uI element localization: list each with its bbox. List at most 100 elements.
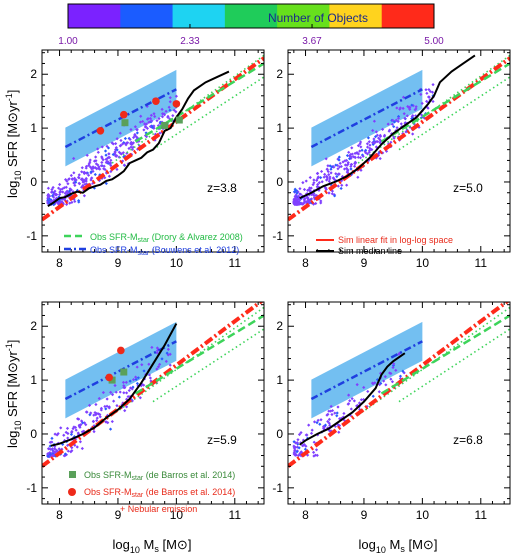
scatter-point xyxy=(47,447,51,451)
scatter-point xyxy=(365,145,370,149)
scatter-point xyxy=(125,141,129,145)
scatter-point xyxy=(312,196,316,200)
scatter-point xyxy=(364,151,368,155)
scatter-point xyxy=(82,429,86,433)
scatter-point xyxy=(167,105,171,109)
scatter-point xyxy=(354,151,359,155)
scatter-point xyxy=(403,116,407,120)
scatter-point xyxy=(84,164,89,169)
scatter-point xyxy=(334,163,338,167)
scatter-point xyxy=(69,188,73,192)
scatter-point xyxy=(327,421,331,425)
scatter-point xyxy=(150,125,154,130)
scatter-point xyxy=(425,105,430,110)
scatter-point xyxy=(134,377,138,382)
scatter-point xyxy=(72,171,76,175)
scatter-point xyxy=(298,192,302,196)
scatter-point xyxy=(325,175,329,179)
scatter-point xyxy=(65,443,70,447)
scatter-point xyxy=(89,178,93,182)
x-tick-label: 8 xyxy=(56,256,63,270)
scatter-point xyxy=(336,157,340,161)
colorbar-segment xyxy=(329,4,383,28)
scatter-point xyxy=(337,424,342,428)
scatter-point xyxy=(122,391,126,395)
scatter-point xyxy=(158,120,162,124)
y-tick-label: 2 xyxy=(276,319,283,333)
scatter-point xyxy=(346,169,350,173)
scatter-point xyxy=(117,155,121,159)
scatter-point xyxy=(85,182,89,186)
scatter-point xyxy=(342,411,346,416)
scatter-point xyxy=(302,187,307,192)
scatter-point xyxy=(174,94,178,98)
scatter-point xyxy=(295,191,299,195)
scatter-point xyxy=(316,171,320,176)
scatter-point xyxy=(328,423,332,427)
scatter-point xyxy=(346,161,350,165)
scatter-point xyxy=(77,417,81,421)
redshift-label: z=6.8 xyxy=(453,433,483,447)
scatter-point xyxy=(114,146,118,150)
scatter-point xyxy=(63,177,68,182)
scatter-point xyxy=(332,165,336,169)
scatter-point xyxy=(53,447,57,451)
bouwens-line xyxy=(310,88,423,149)
y-tick-label: 1 xyxy=(276,121,283,135)
scatter-point xyxy=(155,351,159,355)
colorbar-segment xyxy=(224,4,278,28)
scatter-point xyxy=(352,399,356,403)
scatter-point xyxy=(71,427,75,431)
scatter-point xyxy=(391,365,395,370)
scatter-point xyxy=(316,182,320,187)
scatter-point xyxy=(337,172,341,176)
scatter-point xyxy=(294,193,298,197)
scatter-point xyxy=(114,142,118,146)
scatter-point xyxy=(329,167,333,171)
y-tick-label: 2 xyxy=(30,319,37,333)
scatter-point xyxy=(377,150,382,154)
x-tick-label: 10 xyxy=(170,256,184,270)
scatter-point xyxy=(88,158,92,162)
scatter-point xyxy=(129,140,133,145)
scatter-point xyxy=(301,181,305,185)
scatter-point xyxy=(105,156,109,161)
scatter-point xyxy=(300,444,305,448)
x-tick-label: 10 xyxy=(416,256,430,270)
scatter-point xyxy=(103,404,107,409)
scatter-point xyxy=(357,401,362,405)
y-tick-label: 1 xyxy=(276,373,283,387)
scatter-point xyxy=(118,131,122,135)
scatter-point xyxy=(410,116,414,121)
bouwens-line xyxy=(310,340,423,401)
scatter-point xyxy=(311,183,315,187)
median-line xyxy=(299,352,406,446)
scatter-point xyxy=(115,167,119,171)
colorbar-ticks: 1.00 2.33 3.67 5.00 xyxy=(58,24,444,47)
scatter-point xyxy=(367,148,372,153)
drory-line xyxy=(134,314,264,395)
scatter-point xyxy=(378,156,382,161)
median-line xyxy=(50,323,178,447)
scatter-point xyxy=(166,347,170,351)
scatter-point xyxy=(153,114,157,119)
scatter-point xyxy=(396,116,401,120)
scatter-point xyxy=(69,173,73,178)
scatter-point xyxy=(105,144,109,148)
scatter-point xyxy=(148,116,152,121)
scatter-point xyxy=(113,151,117,155)
scatter-point xyxy=(396,119,400,124)
linear-fit-line xyxy=(288,56,510,222)
scatter-point xyxy=(100,155,104,159)
scatter-point xyxy=(404,130,408,134)
linear-fit-line xyxy=(42,302,264,468)
scatter-point xyxy=(157,116,161,121)
x-axis-label-left: log10 Ms [M⊙] xyxy=(113,537,192,555)
scatter-point xyxy=(61,202,65,206)
scatter-point xyxy=(127,146,131,151)
scatter-point xyxy=(79,423,83,427)
scatter-point xyxy=(368,146,372,150)
scatter-point xyxy=(129,128,133,132)
scatter-point xyxy=(128,379,132,383)
scatter-point xyxy=(327,173,331,177)
